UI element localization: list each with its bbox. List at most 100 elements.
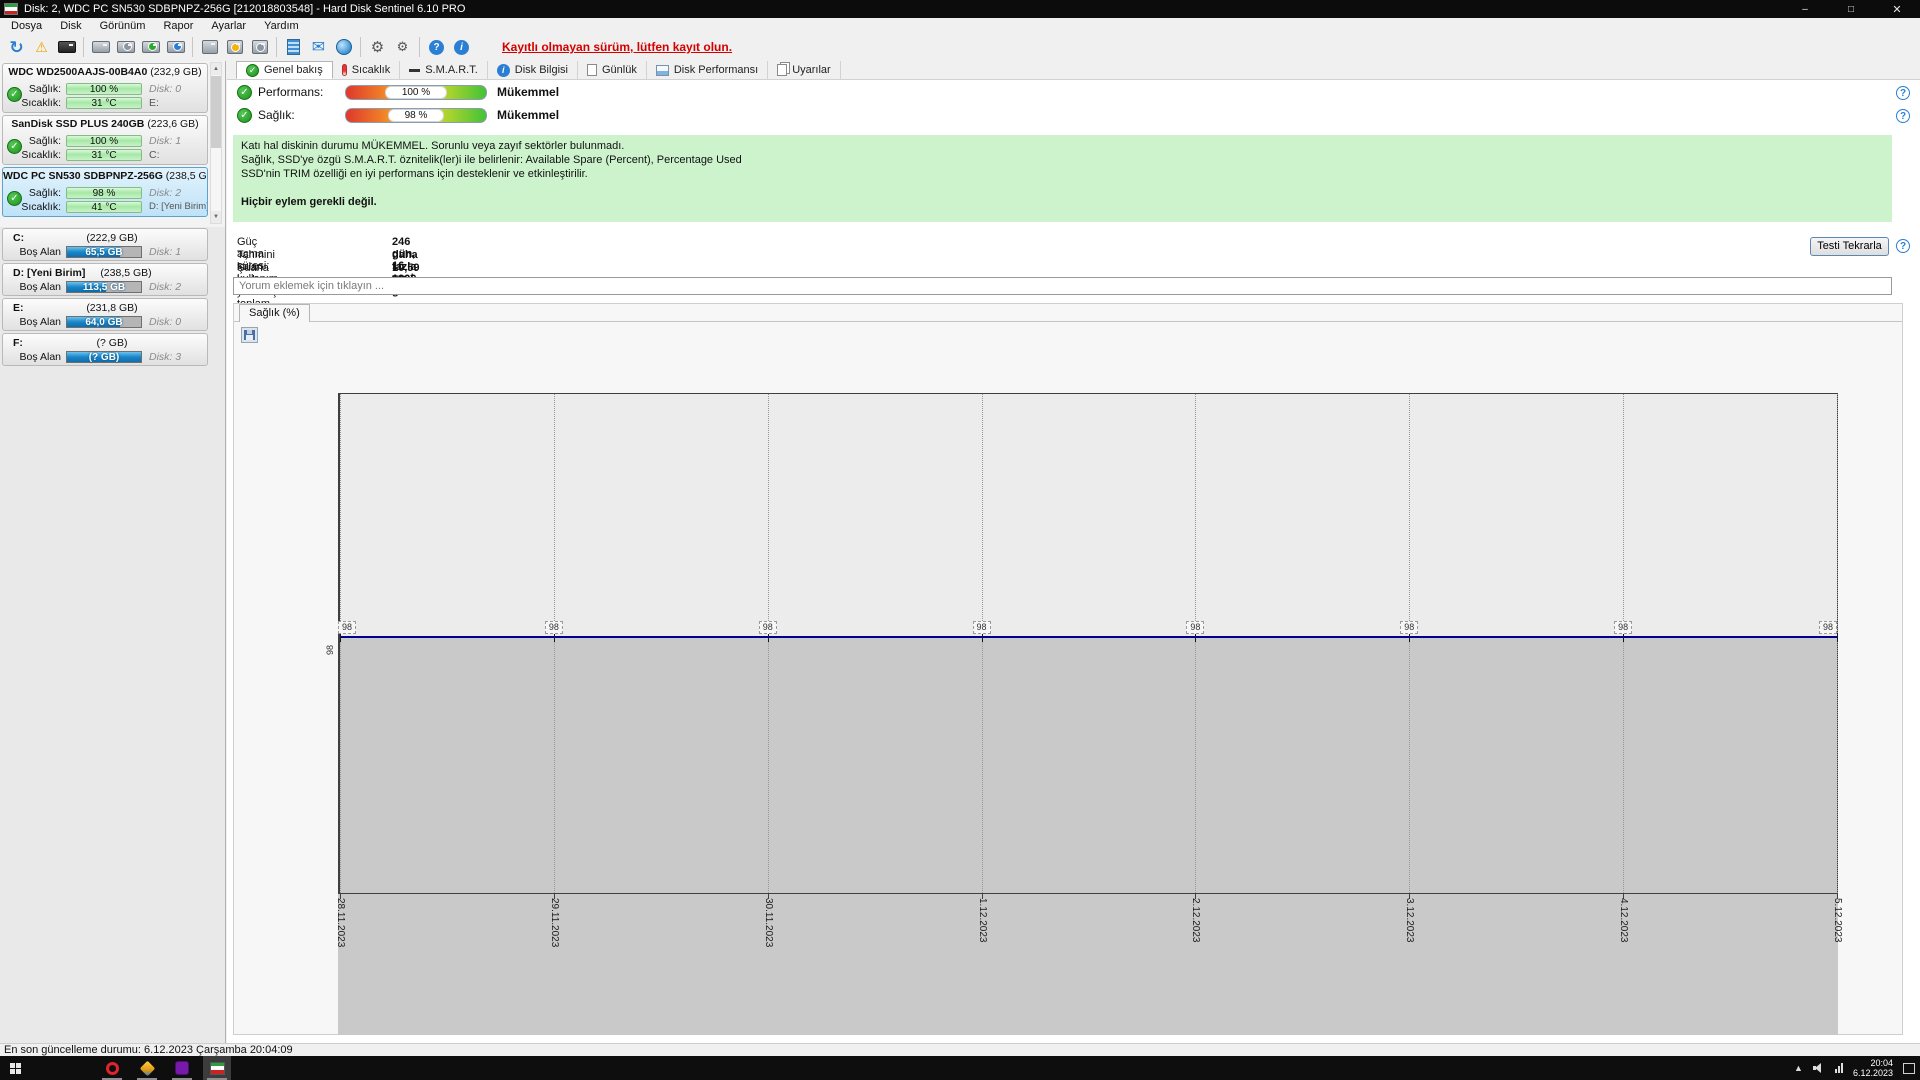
sound-settings-icon[interactable]: ⚙ [396, 39, 409, 54]
tab-gunluk[interactable]: Günlük [578, 61, 647, 79]
disk-name: WDC PC SN530 SDBPNPZ-256G [3, 170, 163, 182]
drive-download-icon[interactable] [163, 36, 188, 59]
taskbar-clock[interactable]: 20:04 6.12.2023 [1853, 1058, 1893, 1078]
scrollbar-thumb[interactable] [211, 76, 221, 148]
mail-icon[interactable]: ✉ [311, 39, 326, 56]
disk-entry-2-selected[interactable]: WDC PC SN530 SDBPNPZ-256G (238,5 GB) ✓ S… [2, 167, 208, 217]
main-area: WDC WD2500AAJS-00B4A0 (232,9 GB) ✓ Sağlı… [0, 61, 1920, 1043]
data-point [1195, 633, 1197, 642]
free-space-label: Boş Alan [19, 351, 61, 363]
save-chart-button[interactable] [241, 327, 258, 343]
help-icon[interactable]: ? [1896, 109, 1910, 123]
comment-input[interactable] [233, 277, 1892, 295]
menu-ayarlar[interactable]: Ayarlar [211, 19, 247, 32]
disk-entry-1[interactable]: SanDisk SSD PLUS 240GB (223,6 GB) ✓ Sağl… [2, 115, 208, 165]
tray-expand-icon[interactable]: ▲ [1794, 1063, 1803, 1073]
memory-icon[interactable] [281, 36, 306, 59]
gridline [1837, 394, 1838, 893]
action-line: Hiçbir eylem gerekli değil. [241, 196, 377, 208]
health-label: Sağlık: [28, 83, 61, 95]
menu-dosya[interactable]: Dosya [11, 19, 43, 32]
close-icon[interactable]: ✕ [1892, 3, 1902, 16]
scroll-down-icon[interactable]: ▼ [211, 211, 221, 223]
taskbar-purple-app-icon[interactable] [168, 1056, 196, 1080]
free-space-value: 65,5 GB [85, 247, 123, 258]
free-space-bar: 65,5 GB [66, 246, 142, 258]
maximize-icon[interactable]: □ [1847, 3, 1855, 15]
drive-schedule-icon[interactable] [113, 36, 138, 59]
partition-entry-e[interactable]: E: (231,8 GB) Boş Alan 64,0 GB Disk: 0 [2, 298, 208, 331]
app-icon [4, 3, 18, 15]
partition-name: D: [Yeni Birim] [13, 267, 86, 279]
temp-label: Sıcaklık: [21, 149, 61, 161]
unregistered-warning-link[interactable]: Kayıtlı olmayan sürüm, lütfen kayıt olun… [502, 40, 733, 54]
settings-gear-icon[interactable]: ⚙ [370, 39, 385, 56]
data-point [340, 633, 341, 642]
gridline [553, 394, 555, 893]
window-title: Disk: 2, WDC PC SN530 SDBPNPZ-256G [2120… [24, 3, 466, 15]
windows-logo-icon [9, 1062, 21, 1074]
taskbar-opera-icon[interactable] [98, 1056, 126, 1080]
drive-ok-icon[interactable] [138, 36, 163, 59]
tab-disk-performansi[interactable]: Disk Performansı [647, 61, 769, 79]
partition-size: (238,5 GB) [100, 267, 152, 279]
chart-tab-saglik[interactable]: Sağlık (%) [239, 304, 310, 322]
save-report-icon[interactable] [54, 36, 79, 59]
tab-bar: ✓ Genel bakış Sıcaklık S.M.A.R.T. i Disk… [227, 61, 1920, 80]
health-bar: 98 % [66, 187, 142, 199]
help-icon[interactable]: ? [1896, 86, 1910, 100]
taskbar: ▲ 20:04 6.12.2023 [0, 1056, 1920, 1080]
disk-list-scrollbar[interactable]: ▲ ▼ [210, 62, 222, 224]
minimize-icon[interactable]: – [1802, 3, 1808, 15]
start-button[interactable] [0, 1056, 30, 1080]
disk-ok-icon: ✓ [7, 191, 22, 206]
menu-bar: Dosya Disk Görünüm Rapor Ayarlar Yardım [0, 18, 1920, 33]
volume-icon[interactable] [1812, 1063, 1825, 1073]
device-config-icon[interactable] [247, 36, 272, 59]
taskbar-app-icon[interactable] [133, 1056, 161, 1080]
info-icon[interactable]: i [449, 36, 474, 59]
help-icon[interactable]: ? [424, 36, 449, 59]
x-axis-label: 4.12.2023 [1618, 898, 1630, 943]
partition-size: (222,9 GB) [86, 232, 138, 244]
partition-entry-d[interactable]: D: [Yeni Birim] (238,5 GB) Boş Alan 113,… [2, 263, 208, 296]
taskbar-hdsentinel-icon[interactable] [203, 1056, 231, 1080]
tab-uyarilar[interactable]: Uyarılar [768, 61, 841, 79]
partition-size: (231,8 GB) [86, 302, 138, 314]
tab-sicaklik[interactable]: Sıcaklık [333, 61, 401, 79]
tab-smart[interactable]: S.M.A.R.T. [400, 61, 488, 79]
menu-rapor[interactable]: Rapor [163, 19, 194, 32]
menu-yardim[interactable]: Yardım [264, 19, 299, 32]
tab-genel-bakis[interactable]: ✓ Genel bakış [236, 61, 333, 79]
menu-gorunum[interactable]: Görünüm [99, 19, 146, 32]
network-icon[interactable] [331, 36, 356, 59]
menu-disk[interactable]: Disk [60, 19, 82, 32]
disk-ok-icon: ✓ [7, 87, 22, 102]
x-axis-label: 2.12.2023 [1190, 898, 1202, 943]
disk-size: (238,5 GB) [165, 170, 207, 182]
drive-offline-icon[interactable] [88, 36, 113, 59]
performance-rating: Mükemmel [497, 85, 560, 99]
alert-report-icon[interactable]: ⚠ [35, 38, 48, 55]
health-row: ✓ Sağlık: 98 % Mükemmel ? [227, 108, 1920, 124]
performance-value: 100 % [384, 86, 448, 99]
disk-entry-0[interactable]: WDC WD2500AAJS-00B4A0 (232,9 GB) ✓ Sağlı… [2, 63, 208, 113]
device-test-icon[interactable] [222, 36, 247, 59]
partition-name: E: [13, 302, 24, 314]
disk-number: Disk: 2 [149, 281, 182, 293]
network-signal-icon[interactable] [1834, 1063, 1843, 1073]
device-icon[interactable] [197, 36, 222, 59]
partition-entry-f[interactable]: F: (? GB) Boş Alan (? GB) Disk: 3 [2, 333, 208, 366]
notification-center-icon[interactable] [1903, 1062, 1915, 1074]
plot-background-upper [340, 394, 1837, 637]
retest-button[interactable]: Testi Tekrarla [1810, 237, 1889, 256]
tab-disk-bilgisi[interactable]: i Disk Bilgisi [488, 61, 578, 79]
x-axis-label: 3.12.2023 [1404, 898, 1416, 943]
dash-icon [409, 68, 421, 72]
refresh-icon[interactable]: ↻ [9, 37, 24, 57]
scroll-up-icon[interactable]: ▲ [211, 63, 221, 75]
partition-entry-c[interactable]: C: (222,9 GB) Boş Alan 65,5 GB Disk: 1 [2, 228, 208, 261]
gridline [981, 394, 983, 893]
ok-check-icon: ✓ [237, 85, 252, 100]
help-icon[interactable]: ? [1896, 239, 1910, 253]
